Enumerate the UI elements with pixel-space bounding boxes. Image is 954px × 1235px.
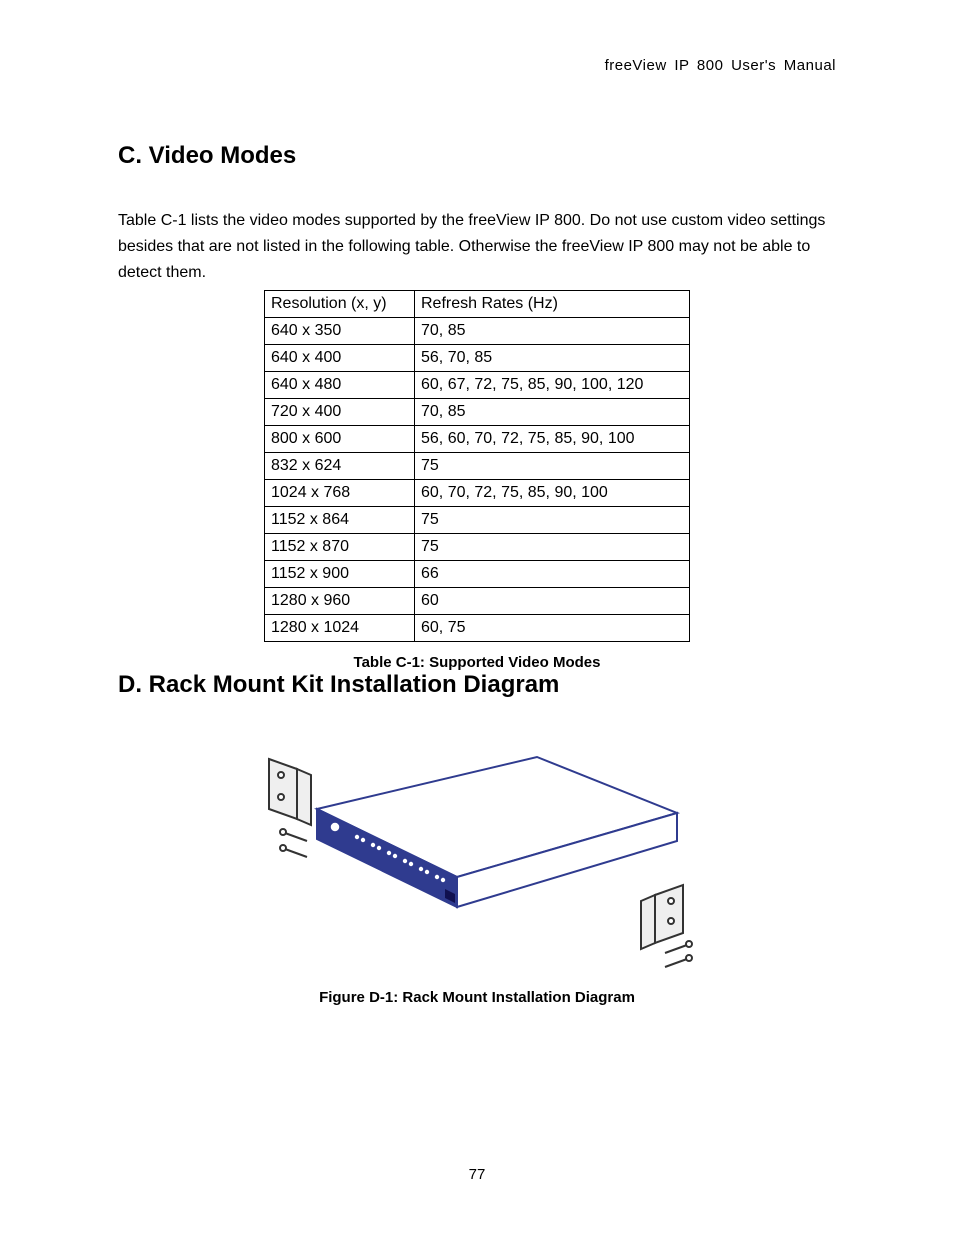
cell-resolution: 640 x 480 [265,372,415,399]
cell-refresh-rates: 56, 70, 85 [415,345,690,372]
table-row: 800 x 60056, 60, 70, 72, 75, 85, 90, 100 [265,426,690,453]
cell-resolution: 720 x 400 [265,399,415,426]
rack-mount-svg [257,737,697,977]
cell-resolution: 1280 x 960 [265,588,415,615]
section-c-heading: C. Video Modes [118,142,836,170]
table-row: 640 x 48060, 67, 72, 75, 85, 90, 100, 12… [265,372,690,399]
table-header-row: Resolution (x, y) Refresh Rates (Hz) [265,291,690,318]
cell-resolution: 832 x 624 [265,453,415,480]
cell-refresh-rates: 60, 70, 72, 75, 85, 90, 100 [415,480,690,507]
cell-resolution: 1152 x 864 [265,507,415,534]
section-c-intro: Table C-1 lists the video modes supporte… [118,208,836,286]
cell-resolution: 1152 x 900 [265,561,415,588]
col-resolution: Resolution (x, y) [265,291,415,318]
cell-refresh-rates: 60, 75 [415,615,690,642]
table-row: 640 x 40056, 70, 85 [265,345,690,372]
cell-resolution: 640 x 400 [265,345,415,372]
cell-refresh-rates: 75 [415,507,690,534]
table-row: 1152 x 86475 [265,507,690,534]
table-row: 1024 x 76860, 70, 72, 75, 85, 90, 100 [265,480,690,507]
left-screws [280,829,307,857]
cell-refresh-rates: 66 [415,561,690,588]
cell-refresh-rates: 70, 85 [415,399,690,426]
running-header: freeView IP 800 User's Manual [118,57,836,74]
table-row: 1152 x 90066 [265,561,690,588]
cell-resolution: 1152 x 870 [265,534,415,561]
cell-refresh-rates: 60, 67, 72, 75, 85, 90, 100, 120 [415,372,690,399]
table-row: 832 x 62475 [265,453,690,480]
figure-d1-caption: Figure D-1: Rack Mount Installation Diag… [257,989,697,1006]
cell-refresh-rates: 56, 60, 70, 72, 75, 85, 90, 100 [415,426,690,453]
table-row: 640 x 35070, 85 [265,318,690,345]
table-row: 1280 x 96060 [265,588,690,615]
cell-resolution: 800 x 600 [265,426,415,453]
left-bracket [269,759,311,825]
right-bracket [641,885,683,949]
manual-page: freeView IP 800 User's Manual C. Video M… [0,0,954,1235]
cell-refresh-rates: 75 [415,534,690,561]
cell-refresh-rates: 60 [415,588,690,615]
rack-mount-diagram: Figure D-1: Rack Mount Installation Diag… [257,737,697,1006]
cell-resolution: 1024 x 768 [265,480,415,507]
cell-refresh-rates: 75 [415,453,690,480]
table-row: 1152 x 87075 [265,534,690,561]
cell-resolution: 640 x 350 [265,318,415,345]
video-modes-tbody: 640 x 35070, 85640 x 40056, 70, 85640 x … [265,318,690,642]
table-row: 1280 x 102460, 75 [265,615,690,642]
video-modes-table: Resolution (x, y) Refresh Rates (Hz) 640… [264,290,690,642]
right-screws [665,941,692,967]
table-row: 720 x 40070, 85 [265,399,690,426]
cell-refresh-rates: 70, 85 [415,318,690,345]
table-c1-caption: Table C-1: Supported Video Modes [118,654,836,671]
col-refresh-rates: Refresh Rates (Hz) [415,291,690,318]
page-number: 77 [0,1166,954,1183]
section-d-heading: D. Rack Mount Kit Installation Diagram [118,671,836,699]
cell-resolution: 1280 x 1024 [265,615,415,642]
